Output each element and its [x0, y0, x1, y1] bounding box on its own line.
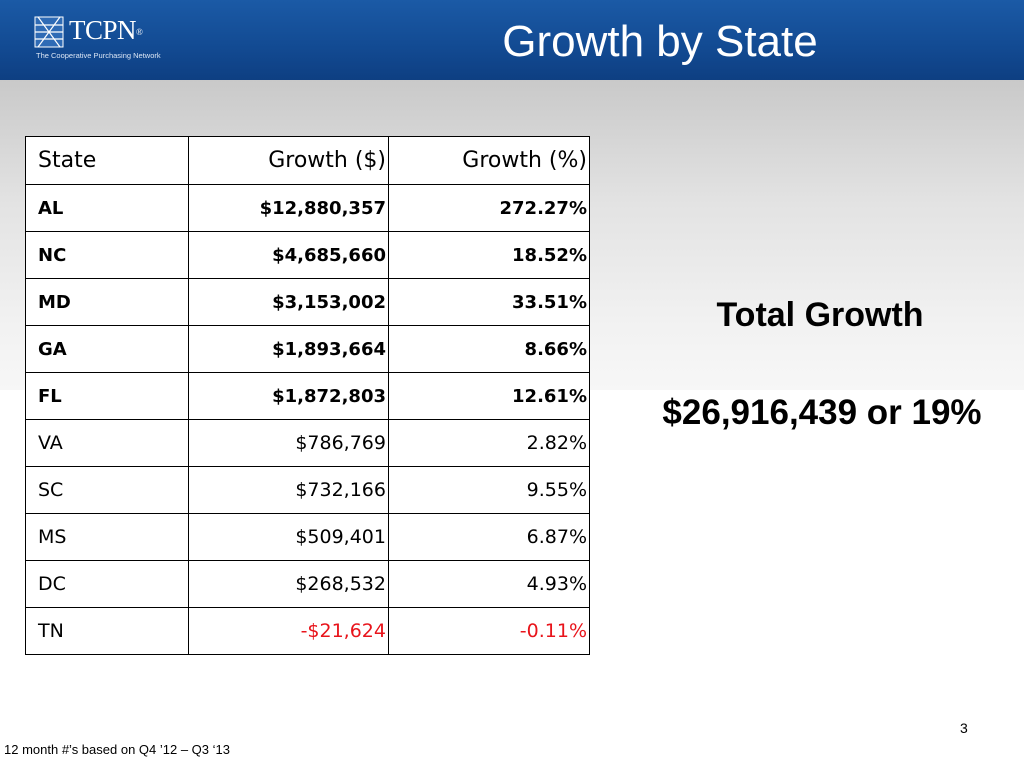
growth-percent-cell: 9.55%	[388, 466, 590, 514]
logo-wordmark: TCPN	[69, 15, 137, 45]
logo-subtitle: The Cooperative Purchasing Network	[36, 51, 161, 60]
table-row: MD $3,153,002 33.51%	[25, 278, 590, 326]
header-growth-percent: Growth (%)	[388, 136, 590, 185]
table-row: NC $4,685,660 18.52%	[25, 231, 590, 279]
growth-dollar-cell: $268,532	[188, 560, 389, 608]
growth-percent-cell: 8.66%	[388, 325, 590, 373]
growth-dollar-cell: $509,401	[188, 513, 389, 561]
growth-dollar-cell: $786,769	[188, 419, 389, 467]
logo-text: TCPN®	[69, 14, 143, 46]
state-cell: VA	[25, 419, 189, 467]
table-row: AL $12,880,357 272.27%	[25, 184, 590, 232]
growth-dollar-cell: $4,685,660	[188, 231, 389, 279]
growth-dollar-cell: $3,153,002	[188, 278, 389, 326]
growth-percent-cell: 6.87%	[388, 513, 590, 561]
logo-registered-mark: ®	[136, 27, 143, 37]
state-cell: DC	[25, 560, 189, 608]
growth-percent-cell: 2.82%	[388, 419, 590, 467]
growth-dollar-cell: $1,872,803	[188, 372, 389, 420]
table-header-row: State Growth ($) Growth (%)	[25, 136, 590, 185]
table-row: TN -$21,624 -0.11%	[25, 607, 590, 655]
growth-table: State Growth ($) Growth (%) AL $12,880,35…	[25, 136, 590, 655]
growth-dollar-cell: -$21,624	[188, 607, 389, 655]
footnote: 12 month #’s based on Q4 ’12 – Q3 ‘13	[4, 742, 230, 757]
page-number: 3	[960, 720, 968, 736]
growth-percent-cell: 4.93%	[388, 560, 590, 608]
total-growth-label: Total Growth	[716, 296, 924, 334]
state-cell: MS	[25, 513, 189, 561]
total-growth-value: $26,916,439 or 19%	[662, 393, 982, 432]
slide-title: Growth by State	[502, 17, 818, 66]
header-state: State	[25, 136, 189, 185]
growth-percent-cell: 12.61%	[388, 372, 590, 420]
growth-dollar-cell: $12,880,357	[188, 184, 389, 232]
table-row: SC $732,166 9.55%	[25, 466, 590, 514]
state-cell: AL	[25, 184, 189, 232]
header-bar: TCPN® The Cooperative Purchasing Network…	[0, 0, 1024, 80]
growth-percent-cell: 33.51%	[388, 278, 590, 326]
state-cell: SC	[25, 466, 189, 514]
growth-percent-cell: 18.52%	[388, 231, 590, 279]
table-row: FL $1,872,803 12.61%	[25, 372, 590, 420]
growth-percent-cell: 272.27%	[388, 184, 590, 232]
table-row: DC $268,532 4.93%	[25, 560, 590, 608]
state-cell: MD	[25, 278, 189, 326]
table-row: MS $509,401 6.87%	[25, 513, 590, 561]
state-cell: NC	[25, 231, 189, 279]
growth-dollar-cell: $1,893,664	[188, 325, 389, 373]
header-growth-dollar: Growth ($)	[188, 136, 389, 185]
state-cell: GA	[25, 325, 189, 373]
state-cell: FL	[25, 372, 189, 420]
growth-percent-cell: -0.11%	[388, 607, 590, 655]
table-row: VA $786,769 2.82%	[25, 419, 590, 467]
globe-icon	[34, 16, 64, 48]
growth-dollar-cell: $732,166	[188, 466, 389, 514]
growth-table-container: State Growth ($) Growth (%) AL $12,880,35…	[25, 136, 590, 655]
table-body: AL $12,880,357 272.27% NC $4,685,660 18.52% MD…	[25, 184, 590, 655]
tcpn-logo: TCPN® The Cooperative Purchasing Network	[34, 14, 194, 64]
state-cell: TN	[25, 607, 189, 655]
table-row: GA $1,893,664 8.66%	[25, 325, 590, 373]
